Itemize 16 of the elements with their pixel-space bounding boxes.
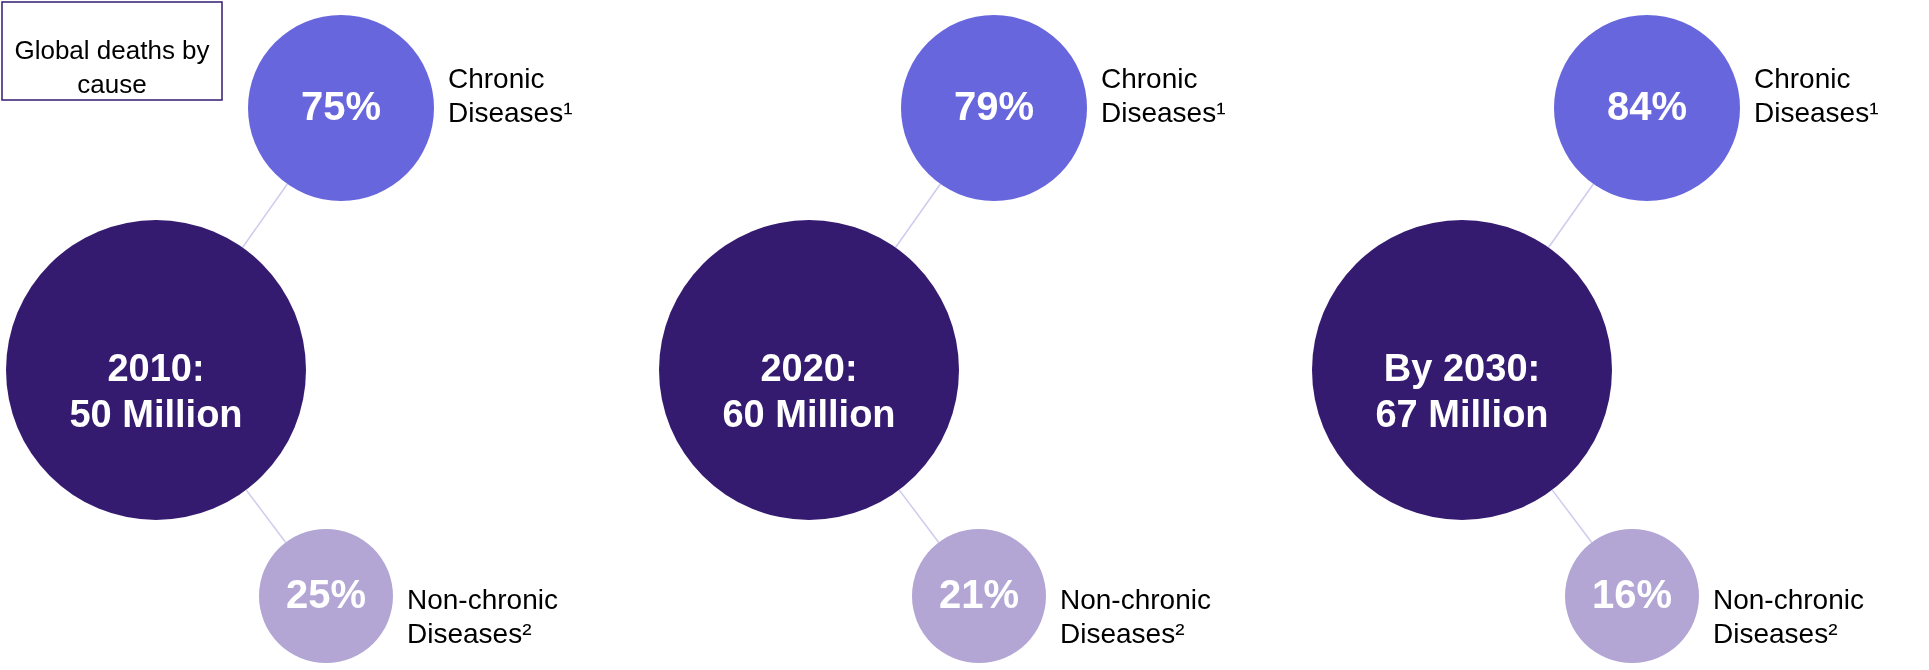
data-label: 16% bbox=[1591, 572, 1673, 616]
text: Chronic Diseases¹ bbox=[1754, 63, 1879, 128]
data-label: 25% bbox=[285, 572, 367, 616]
series-label: Non-chronic Diseases² bbox=[1060, 584, 1211, 649]
category-label: By 2030: 67 Million bbox=[1375, 347, 1549, 435]
data-label: 75% bbox=[300, 84, 382, 128]
text: Non-chronic Diseases² bbox=[407, 584, 558, 649]
series-label: Chronic Diseases¹ bbox=[1101, 63, 1226, 128]
text: Global deaths by cause bbox=[14, 35, 210, 99]
category-label: 2010: 50 Million bbox=[69, 347, 243, 435]
category-label: 2020: 60 Million bbox=[722, 347, 896, 435]
data-label: 84% bbox=[1606, 84, 1688, 128]
text: Non-chronic Diseases² bbox=[1713, 584, 1864, 649]
text: Chronic Diseases¹ bbox=[448, 63, 573, 128]
data-label: 21% bbox=[938, 572, 1020, 616]
data-label: 79% bbox=[953, 84, 1035, 128]
